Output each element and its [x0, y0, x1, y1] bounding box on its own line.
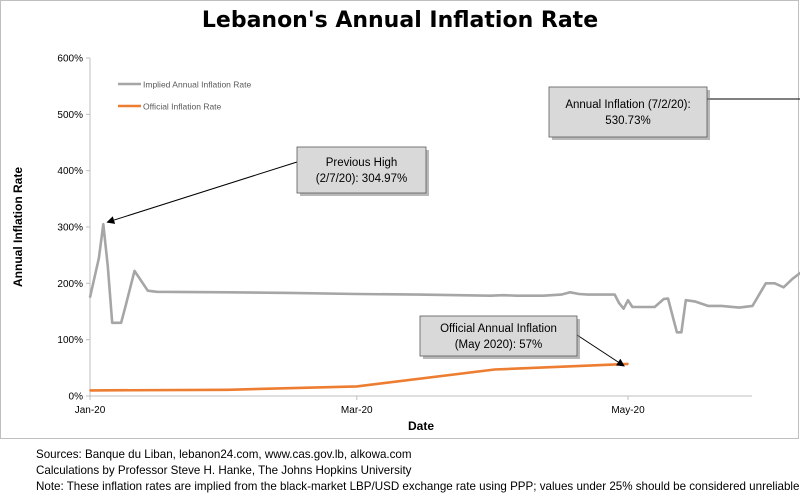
data-point	[653, 306, 656, 308]
data-point	[418, 293, 420, 296]
data-point	[578, 293, 580, 295]
data-point	[155, 290, 158, 293]
y-tick-label: 300%	[57, 223, 83, 234]
y-tick-label: 400%	[57, 166, 83, 177]
data-point	[693, 300, 696, 303]
data-point	[97, 257, 100, 259]
data-point	[493, 368, 496, 371]
annotation-text: Annual Inflation (7/2/20):	[565, 99, 690, 111]
chart-title: Lebanon's Annual Inflation Rate	[201, 8, 599, 33]
data-point	[355, 293, 358, 295]
data-point	[622, 307, 625, 310]
data-point	[89, 389, 91, 392]
annotation-text: 530.73%	[605, 115, 650, 127]
sources-note: Sources: Banque du Liban, lebanon24.com,…	[36, 447, 799, 495]
x-tick-label: May-20	[611, 405, 645, 416]
data-point	[569, 291, 572, 294]
annotation-text: Official Annual Inflation	[440, 323, 557, 335]
data-point	[515, 294, 518, 297]
data-point	[226, 388, 229, 391]
data-point	[782, 286, 785, 289]
sources-line: Sources: Banque du Liban, lebanon24.com,…	[36, 448, 412, 461]
legend-label: Official Inflation Rate	[143, 102, 222, 112]
data-point	[133, 270, 136, 272]
calculations-line: Calculations by Professor Steve H. Hanke…	[36, 464, 412, 477]
previous-high-annotation: Previous High (2/7/20): 304.97%	[106, 146, 429, 224]
annotation-text: (May 2020): 57%	[455, 339, 543, 351]
data-point	[662, 298, 665, 301]
y-tick-label: 100%	[57, 335, 83, 346]
series-group	[88, 222, 800, 334]
y-tick-label: 200%	[57, 279, 83, 290]
data-point	[120, 321, 123, 324]
data-point	[613, 293, 616, 296]
official-annual-inflation-annotation: Official Annual Inflation (May 2020): 57%	[419, 315, 625, 367]
y-tick-label: 0%	[69, 392, 84, 403]
implied-inflation-line	[88, 222, 800, 334]
data-point	[489, 294, 492, 297]
data-point	[560, 293, 563, 296]
data-point	[106, 265, 109, 268]
y-tick-label: 600%	[57, 54, 83, 65]
chart-plot: 0% 100% 200% 300% 400% 500% 600% Jan-20 Mar-20 Ma…	[11, 54, 800, 433]
series-group	[89, 362, 629, 392]
annotation-arrow	[576, 334, 625, 367]
y-axis-label: Annual Inflation Rate	[11, 167, 25, 287]
data-point	[355, 385, 358, 388]
data-point	[89, 296, 91, 299]
data-point	[124, 304, 127, 307]
data-point	[738, 306, 741, 309]
data-point	[111, 321, 114, 324]
data-point	[764, 282, 767, 285]
data-point	[618, 302, 621, 304]
annotation-box	[296, 146, 427, 194]
data-point	[542, 294, 545, 297]
x-tick-label: Mar-20	[341, 405, 373, 416]
data-point	[289, 292, 291, 294]
data-point	[102, 223, 105, 226]
data-point	[684, 299, 687, 302]
data-point	[627, 299, 629, 302]
data-point	[627, 362, 629, 365]
y-tick-label: 500%	[57, 110, 83, 121]
annotation-box	[419, 315, 578, 357]
data-point	[587, 293, 589, 296]
data-point	[773, 282, 776, 285]
data-point	[226, 291, 229, 294]
x-tick-label: Jan-20	[75, 405, 106, 416]
chart-frame	[0, 0, 799, 439]
data-point	[667, 297, 669, 300]
annual-inflation-annotation: Annual Inflation (7/2/20): 530.73%	[548, 86, 800, 140]
data-point	[146, 289, 149, 292]
annotation-arrow	[106, 161, 298, 224]
data-point	[707, 304, 709, 307]
data-point	[720, 304, 723, 307]
legend-label: Implied Annual Inflation Rate	[143, 80, 251, 90]
x-axis-label: Date	[408, 419, 434, 433]
data-point	[751, 304, 754, 307]
annotation-box	[548, 86, 708, 138]
data-point	[676, 331, 678, 334]
annotation-text: Previous High	[326, 157, 398, 169]
data-point	[680, 331, 683, 334]
data-point	[791, 277, 794, 280]
data-point	[502, 294, 505, 297]
annotation-text: (2/7/20): 304.97%	[316, 173, 407, 185]
note-line: Note: These inflation rates are implied …	[36, 480, 800, 493]
data-point	[631, 306, 634, 308]
official-inflation-line	[89, 362, 629, 392]
